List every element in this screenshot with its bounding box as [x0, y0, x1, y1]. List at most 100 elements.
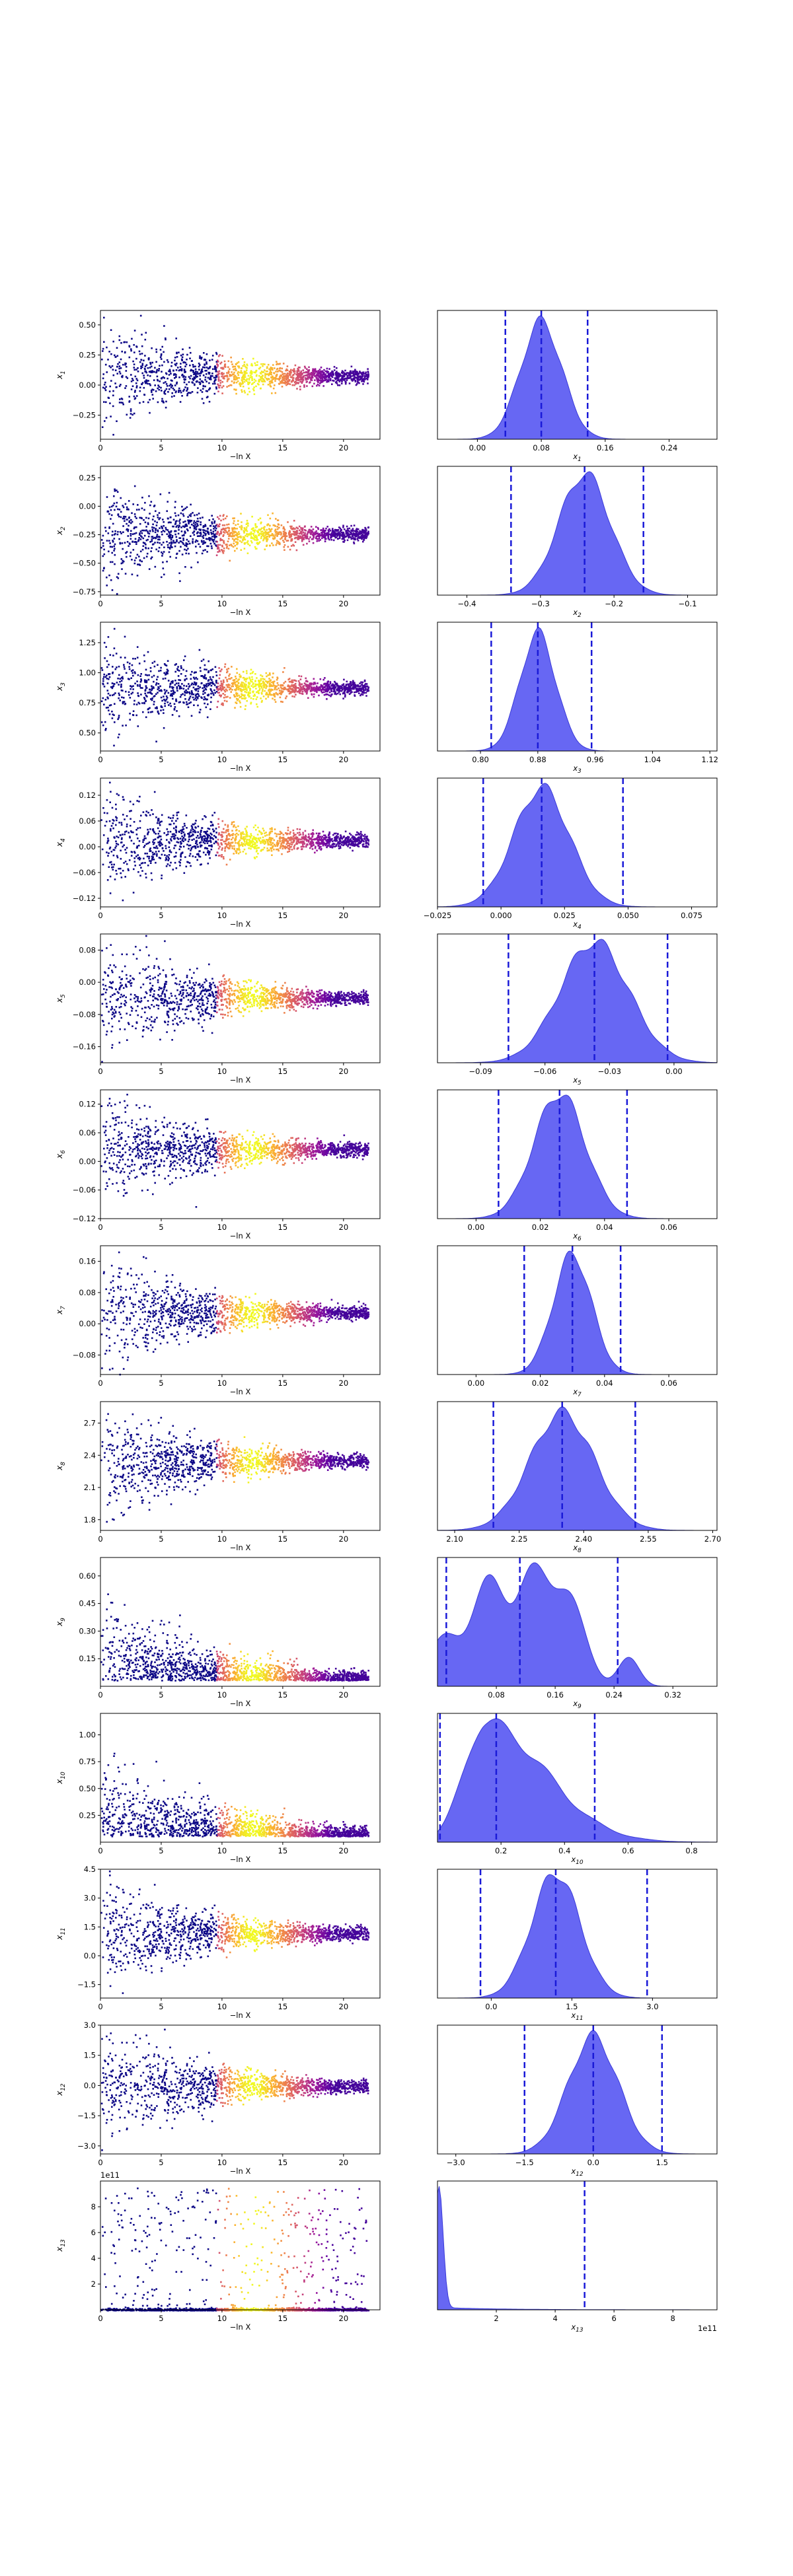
scatter-points	[100, 2187, 370, 2312]
kde-x-axis-label: x10	[570, 1855, 584, 1866]
y-tick-label: 0.00	[79, 842, 96, 851]
kde-x-tick-label: −0.09	[469, 1067, 492, 1076]
kde-x-tick-label: 0.06	[660, 1378, 677, 1388]
y-axis-label: x9	[55, 1618, 67, 1627]
left-axes-frame	[100, 2180, 381, 2310]
x-tick-label: 20	[339, 599, 349, 608]
kde-x-tick-label: 0.050	[617, 911, 639, 920]
kde-x-tick-label: 0.16	[597, 443, 614, 452]
x-tick-label: 10	[217, 599, 227, 608]
panel-row-13: 2 4 6 8 0 5 10 15 20 −ln X x13 1e11 2 4 6 8 x13 1e11	[55, 2170, 718, 2334]
x-tick-label: 15	[278, 755, 288, 764]
kde-fill	[437, 627, 717, 752]
y-tick-label: −0.75	[73, 587, 96, 596]
y-tick-label: 0.75	[79, 1757, 96, 1766]
kde-x-tick-label: 0.025	[554, 911, 576, 920]
x-tick-label: 0	[98, 1067, 102, 1076]
x-tick-label: 5	[159, 599, 163, 608]
x-axis-label: −ln X	[230, 1543, 251, 1552]
kde-x-tick-label: 0.00	[468, 1223, 485, 1232]
x-tick-label: 15	[278, 911, 288, 920]
right-axes-frame	[437, 1557, 718, 1687]
y-axis-label: x5	[55, 994, 67, 1003]
y-tick-label: −0.12	[73, 894, 96, 903]
kde-x-tick-label: 3.0	[646, 2002, 658, 2011]
x-tick-label: 10	[217, 2002, 227, 2011]
panel-row-4: −0.12 −0.06 0.00 0.06 0.12 0 5 10 15 20 −ln X x4 −0.…	[55, 777, 718, 931]
y-tick-label: 2.4	[84, 1450, 96, 1460]
scatter-points	[100, 2028, 369, 2151]
y-tick-label: 3.0	[84, 2021, 96, 2030]
y-tick-label: 0.00	[79, 1157, 96, 1166]
kde-x-tick-label: 6	[611, 2314, 616, 2323]
y-tick-label: −0.50	[73, 559, 96, 568]
y-axis-label: x1	[55, 371, 67, 380]
kde-x-tick-label: −0.2	[605, 599, 623, 608]
y-tick-label: −0.08	[73, 1350, 96, 1359]
kde-offset-text: 1e11	[698, 2324, 717, 2333]
x-tick-label: 0	[98, 2002, 102, 2011]
right-axes-frame	[437, 310, 718, 440]
y-axis-label: x11	[55, 1927, 67, 1941]
x-tick-label: 15	[278, 1067, 288, 1076]
x-tick-label: 5	[159, 755, 163, 764]
x-tick-label: 15	[278, 1846, 288, 1855]
x-tick-label: 15	[278, 599, 288, 608]
y-tick-label: 1.5	[84, 2051, 96, 2060]
x-axis-label: −ln X	[230, 608, 251, 617]
y-tick-label: 0.45	[79, 1599, 96, 1608]
x-tick-label: 20	[339, 911, 349, 920]
x-tick-label: 20	[339, 1690, 349, 1699]
y-tick-label: 0.06	[79, 816, 96, 826]
y-tick-label: 0.12	[79, 1100, 96, 1109]
x-tick-label: 15	[278, 443, 288, 452]
kde-x-tick-label: 0.8	[685, 1846, 697, 1855]
y-tick-label: 0.30	[79, 1626, 96, 1635]
left-axes-frame	[100, 777, 381, 908]
scatter-points	[100, 485, 369, 595]
y-tick-label: 0.25	[79, 1810, 96, 1820]
x-axis-label: −ln X	[230, 1699, 251, 1708]
x-tick-label: 15	[278, 2314, 288, 2323]
kde-x-tick-label: 2.70	[704, 1534, 722, 1544]
kde-x-tick-label: 0.00	[665, 1067, 683, 1076]
y-tick-label: −0.08	[73, 1010, 96, 1019]
panel-row-11: −1.5 0.0 1.5 3.0 4.5 0 5 10 15 20 −ln X x11 0.0 1.5 3.…	[55, 1865, 718, 2022]
x-tick-label: 0	[98, 1534, 102, 1544]
y-tick-label: −0.25	[73, 530, 96, 540]
scatter-points	[100, 1870, 370, 1994]
y-tick-label: −1.5	[77, 1980, 96, 1989]
y-tick-label: −0.06	[73, 1186, 96, 1195]
x-tick-label: 0	[98, 2158, 102, 2167]
kde-x-axis-label: x5	[572, 1075, 582, 1087]
kde-x-tick-label: −0.06	[533, 1067, 556, 1076]
panel-row-7: −0.08 0.00 0.08 0.16 0 5 10 15 20 −ln X x7 0.00 0.02…	[55, 1245, 718, 1398]
scatter-points	[100, 627, 370, 747]
y-tick-label: 0.08	[79, 945, 96, 954]
scatter-points	[100, 1093, 369, 1208]
y-tick-label: −0.25	[73, 411, 96, 420]
kde-x-tick-label: 0.04	[596, 1378, 613, 1388]
x-tick-label: 15	[278, 1534, 288, 1544]
x-tick-label: 10	[217, 1846, 227, 1855]
y-tick-label: 0.12	[79, 791, 96, 800]
kde-x-tick-label: 0.88	[529, 755, 547, 764]
y-axis-label: x13	[55, 2239, 67, 2252]
right-axes-frame	[437, 1869, 718, 1999]
y-axis-label: x3	[55, 682, 67, 692]
kde-x-tick-label: −0.1	[679, 599, 697, 608]
x-tick-label: 20	[339, 1846, 349, 1855]
x-tick-label: 5	[159, 2158, 163, 2167]
y-tick-label: −0.12	[73, 1214, 96, 1223]
scatter-points	[101, 314, 369, 436]
x-tick-label: 20	[339, 2314, 349, 2323]
scatter-points	[100, 1752, 370, 1838]
scatter-points	[100, 1593, 369, 1682]
right-axes-frame	[437, 1401, 718, 1531]
x-tick-label: 20	[339, 2158, 349, 2167]
x-tick-label: 10	[217, 1067, 227, 1076]
y-tick-label: 0.00	[79, 1319, 96, 1328]
y-tick-label: 1.00	[79, 1731, 96, 1740]
y-tick-label: 1.25	[79, 638, 96, 647]
